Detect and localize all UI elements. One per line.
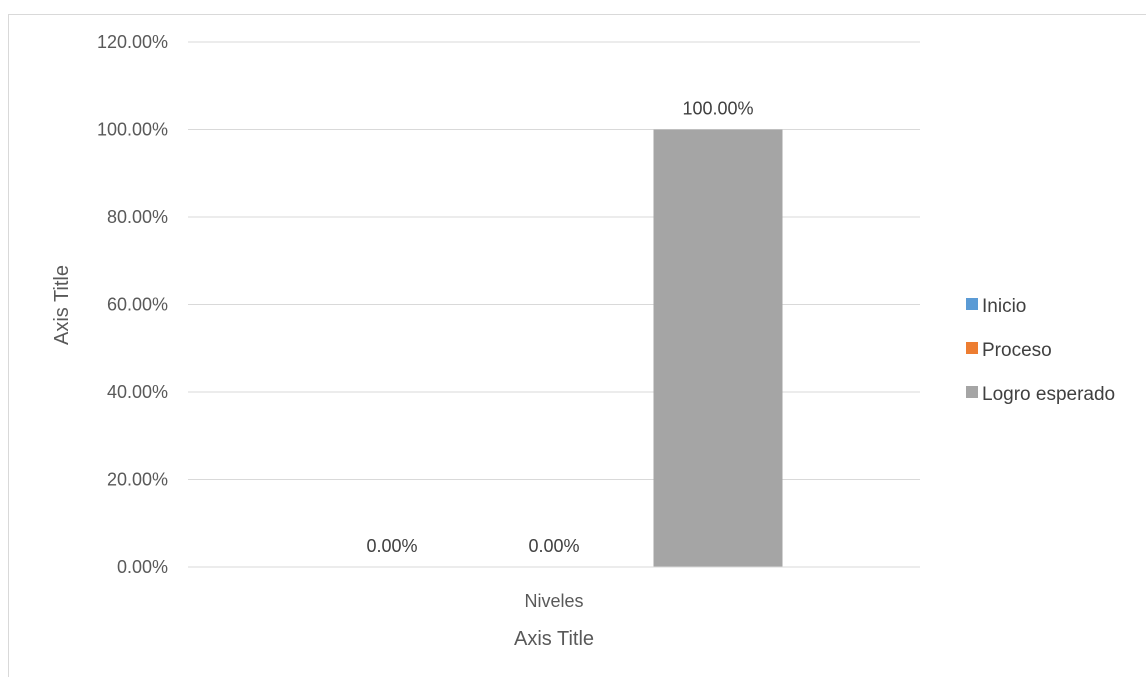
data-label: 100.00% — [682, 99, 753, 119]
y-tick-label: 100.00% — [97, 120, 168, 140]
legend-label: Logro esperado — [982, 384, 1115, 405]
legend-label: Inicio — [982, 296, 1026, 317]
legend-swatch — [966, 386, 978, 398]
legend-label: Proceso — [982, 340, 1052, 361]
bar-logro-esperado — [653, 129, 783, 567]
x-category-label: Niveles — [524, 591, 583, 611]
x-axis-title: Axis Title — [514, 628, 594, 650]
data-label: 0.00% — [366, 536, 417, 556]
y-axis-title: Axis Title — [51, 265, 73, 345]
legend-swatch — [966, 342, 978, 354]
y-tick-label: 80.00% — [107, 207, 168, 227]
y-tick-label: 0.00% — [117, 557, 168, 577]
legend-swatch — [966, 298, 978, 310]
y-tick-label: 40.00% — [107, 382, 168, 402]
y-tick-label: 60.00% — [107, 295, 168, 315]
y-tick-label: 20.00% — [107, 470, 168, 490]
y-tick-label: 120.00% — [97, 32, 168, 52]
chart-frame — [8, 14, 1146, 677]
data-label: 0.00% — [528, 536, 579, 556]
